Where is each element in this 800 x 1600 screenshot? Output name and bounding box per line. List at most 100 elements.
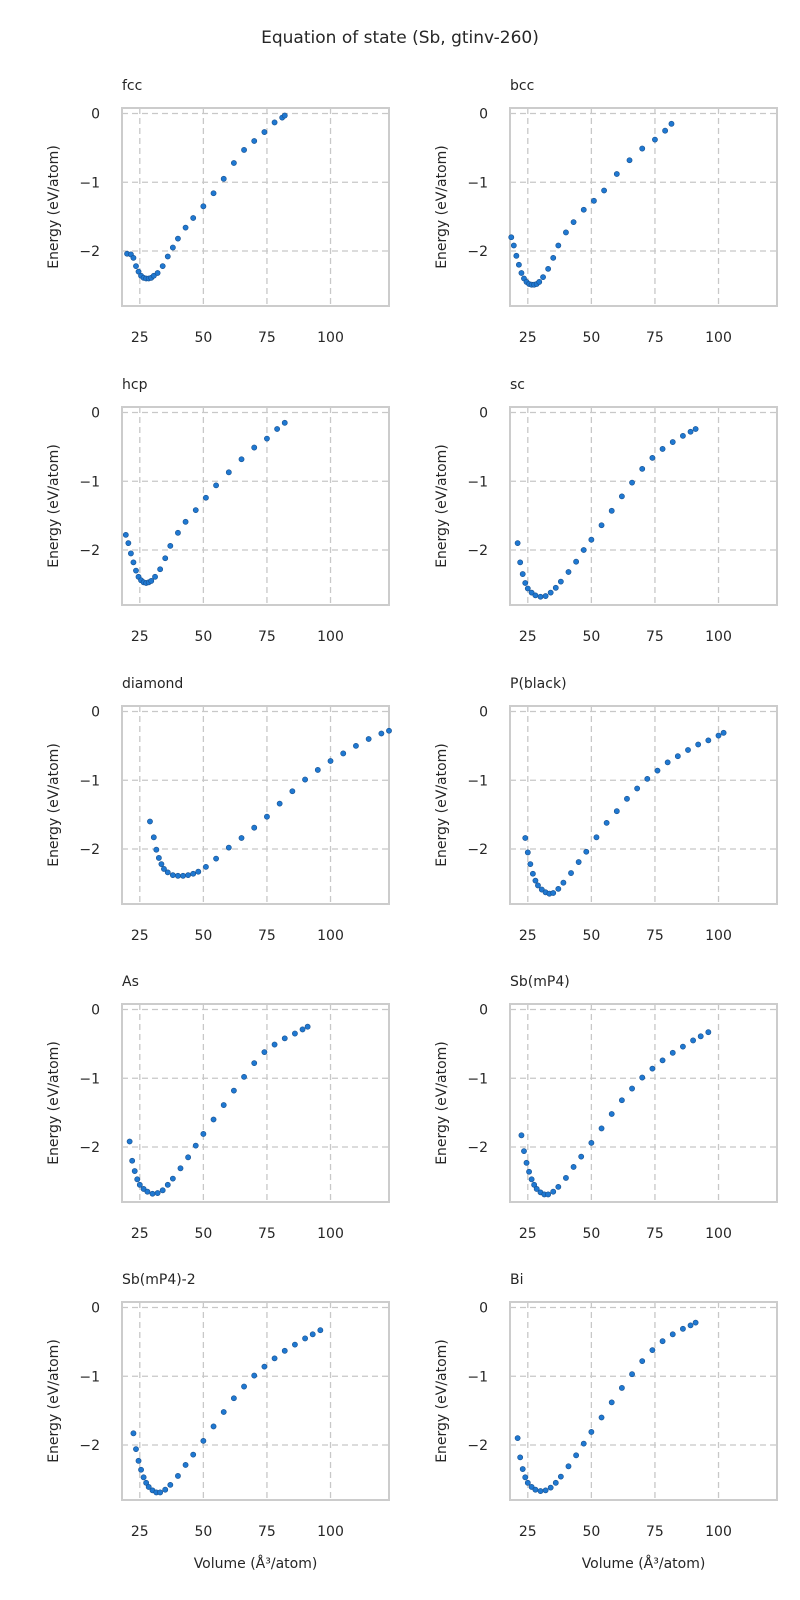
data-point [692, 426, 699, 432]
data-point [314, 767, 321, 773]
y-axis-label: Energy (eV/atom) [46, 444, 62, 568]
data-point [550, 890, 557, 896]
data-point [523, 1159, 530, 1166]
data-point [578, 1153, 585, 1160]
data-point [557, 1473, 564, 1480]
data-point [133, 263, 139, 270]
data-series [147, 727, 392, 879]
data-point [230, 160, 237, 166]
data-point [241, 1073, 247, 1080]
data-point [378, 730, 385, 737]
data-point [195, 868, 202, 875]
y-tick-label: −1 [467, 474, 488, 490]
subplot-5: diamond 25 50 75 100 0 −1 −2 Energy (eV/atom) [46, 676, 392, 944]
data-point [353, 742, 359, 749]
data-point [608, 1111, 615, 1117]
y-axis-label: Energy (eV/atom) [46, 145, 62, 269]
data-point [365, 736, 372, 742]
data-point [669, 1049, 676, 1056]
data-point [629, 1085, 635, 1092]
data-point [629, 1371, 635, 1378]
data-point [639, 1074, 646, 1081]
data-point [125, 540, 132, 547]
y-tick-label: 0 [91, 406, 100, 422]
x-tick-label: 100 [705, 1226, 732, 1242]
data-point [138, 1466, 144, 1473]
x-tick-label: 50 [194, 928, 212, 944]
subplot-4: sc 25 50 75 100 0 −1 −2 Energy (eV/atom) [434, 377, 778, 645]
data-point [659, 446, 666, 452]
data-point [127, 550, 134, 557]
data-point [662, 127, 669, 134]
data-point [154, 270, 161, 276]
x-tick-label: 75 [258, 330, 276, 346]
data-point [517, 559, 524, 566]
data-point [220, 1409, 227, 1415]
data-point [570, 219, 577, 226]
data-point [533, 1186, 540, 1192]
data-point [261, 1363, 268, 1370]
data-point [276, 800, 283, 807]
data-point [518, 270, 525, 276]
data-point [720, 729, 727, 736]
data-point [164, 253, 171, 260]
data-point [251, 444, 258, 451]
data-point [603, 819, 610, 826]
y-tick-label: −1 [79, 1071, 100, 1087]
data-point [152, 573, 158, 580]
data-point [598, 1125, 605, 1132]
y-tick-label: 0 [479, 705, 488, 721]
y-tick-label: −1 [79, 773, 100, 789]
axes-frame [121, 1003, 390, 1203]
data-series [508, 120, 675, 288]
x-tick-label: 25 [131, 1524, 149, 1540]
data-point [274, 426, 281, 432]
data-point [304, 1023, 311, 1030]
data-point [148, 578, 155, 584]
data-point [649, 454, 656, 461]
data-point [639, 465, 646, 472]
data-point [555, 242, 562, 249]
data-point [570, 1164, 577, 1170]
data-point [563, 1175, 569, 1181]
data-point [182, 224, 189, 231]
data-point [230, 1087, 237, 1094]
data-point [190, 1451, 197, 1458]
x-tick-label: 100 [317, 1524, 344, 1540]
data-point [692, 1319, 699, 1326]
axes-frame [121, 1301, 390, 1501]
subplot-title: diamond [122, 676, 183, 692]
x-tick-label: 75 [646, 928, 664, 944]
data-point [608, 507, 615, 514]
data-point [200, 1131, 207, 1137]
data-point [654, 767, 661, 774]
y-tick-label: −2 [79, 1438, 100, 1454]
data-point [271, 1355, 278, 1362]
data-point [552, 1479, 559, 1486]
data-point [545, 1191, 552, 1198]
data-point [680, 432, 686, 439]
y-tick-label: −2 [79, 1140, 100, 1156]
x-tick-label: 100 [705, 1524, 732, 1540]
data-point [289, 788, 296, 795]
x-tick-label: 50 [194, 1524, 212, 1540]
data-point [251, 1372, 258, 1379]
subplot-3: hcp 25 50 75 100 0 −1 −2 Energy (eV/atom) [46, 377, 390, 645]
subplot-title: hcp [122, 377, 148, 393]
data-point [524, 585, 531, 592]
data-point [527, 861, 534, 868]
x-tick-label: 75 [646, 629, 664, 645]
data-point [130, 1430, 137, 1437]
data-point [133, 567, 139, 574]
data-point [659, 1338, 666, 1345]
data-point [135, 268, 142, 275]
data-point [169, 1175, 176, 1182]
data-point [175, 529, 181, 536]
data-point [203, 494, 209, 501]
data-point [674, 753, 681, 760]
data-point [547, 1484, 554, 1491]
data-point [517, 1454, 524, 1461]
axes-frame [121, 705, 390, 905]
subplot-9: Sb(mP4)-2 25 50 75 100 0 −1 −2 Energy (eV/atom) V… [46, 1272, 390, 1572]
y-tick-label: −1 [79, 175, 100, 191]
